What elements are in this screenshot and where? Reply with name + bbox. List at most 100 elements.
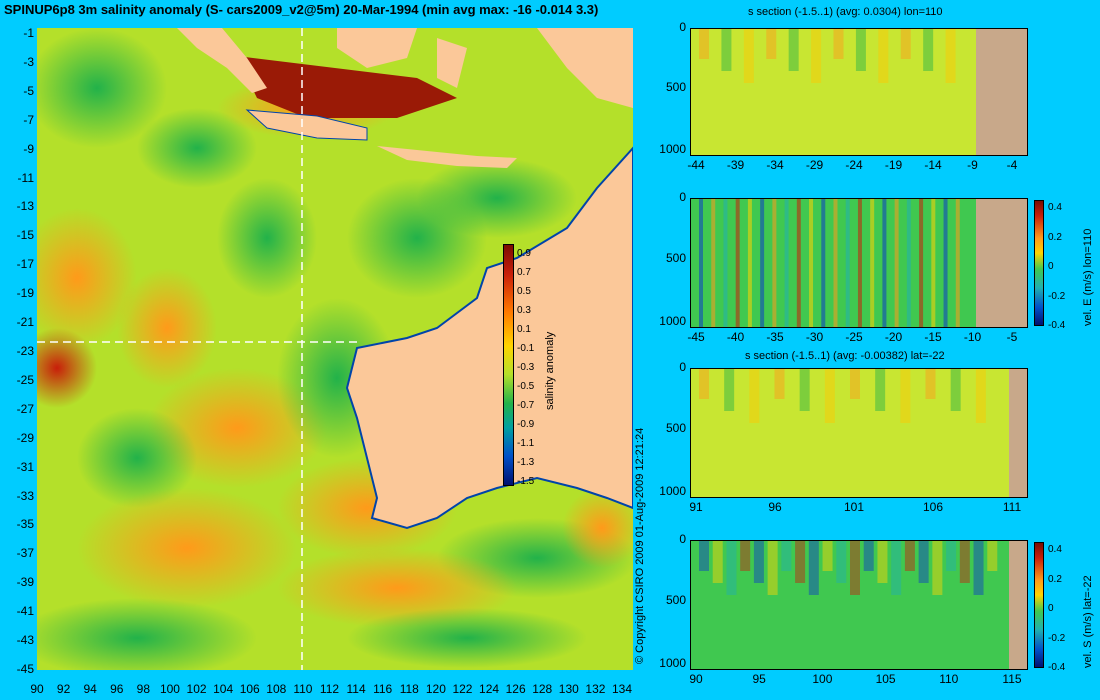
panel-x-tick: -35: [766, 330, 784, 344]
panel-streak: [821, 199, 826, 327]
map-y-tick: -27: [16, 401, 34, 416]
panel-streak: [753, 541, 764, 583]
panel-colorbar-tick: 0: [1048, 261, 1054, 272]
map-y-tick: -9: [23, 141, 34, 156]
panel-x-tick: -44: [687, 158, 705, 172]
panel-x-tick: -29: [805, 158, 824, 172]
map-y-tick: -37: [16, 546, 34, 561]
panel-streak: [711, 199, 716, 327]
map-y-tick: -33: [16, 488, 34, 503]
java-land: [245, 109, 368, 141]
panel-y-tick: 0: [679, 360, 686, 374]
map-x-tick: 116: [373, 682, 393, 696]
map-colorbar-tick: -1.1: [517, 438, 535, 449]
section-panel[interactable]: [690, 540, 1028, 670]
panel-subtitle: s section (-1.5..1) (avg: 0.0304) lon=11…: [748, 6, 943, 18]
map-y-tick: -39: [16, 575, 34, 590]
copyright: © Copyright CSIRO 2009 01-Aug-2009 12:21…: [634, 427, 646, 664]
panel-streak: [836, 541, 847, 583]
map-x-tick: 92: [56, 682, 71, 696]
high-salinity-patch: [237, 56, 457, 118]
panel-streak: [891, 541, 902, 595]
panel-streak: [925, 369, 936, 399]
panel-land: [1009, 369, 1027, 497]
map-colorbar-tick: 0.3: [517, 305, 531, 316]
sumatra-land: [177, 28, 267, 93]
map-canvas: [37, 28, 633, 670]
lesser-sunda-land: [377, 146, 517, 168]
map-x-tick: 100: [159, 682, 180, 696]
panel-y-tick: 1000: [659, 313, 686, 328]
panel-x-tick: 91: [689, 500, 703, 514]
panel-streak: [788, 29, 799, 71]
section-panel[interactable]: [690, 368, 1028, 498]
panel-streak: [795, 541, 806, 583]
section-panel[interactable]: [690, 198, 1028, 328]
panel-streak: [918, 541, 929, 583]
panel-field: [691, 541, 1027, 669]
map-x-tick: 130: [558, 682, 579, 696]
panel-canvas: [691, 29, 1027, 155]
panel-x-tick: -34: [766, 158, 784, 172]
map-x-tick: 110: [293, 682, 313, 696]
map-y-tick: -35: [16, 517, 34, 532]
panel-streak: [882, 199, 887, 327]
panel-colorbar-tick: 0.2: [1048, 573, 1062, 585]
panel-streak: [904, 541, 915, 571]
map-x-tick: 118: [399, 682, 419, 696]
panel-colorbar-tick: 0.2: [1048, 231, 1062, 243]
panel-colorbar-tick: 0.4: [1048, 202, 1062, 213]
panel-x-tick: -9: [967, 158, 978, 172]
panel-field: [691, 29, 1027, 155]
panel-streak: [943, 199, 948, 327]
map-colorbar-tick: 0.9: [517, 248, 531, 259]
panel-x-tick: -20: [884, 330, 903, 344]
panel-streak: [850, 369, 860, 399]
panel-y-tick: 1000: [659, 655, 686, 670]
panel-streak: [900, 29, 911, 59]
panel-x-tick: -40: [726, 330, 745, 344]
panel-x-tick: 105: [875, 672, 896, 686]
panel-streak: [712, 541, 723, 583]
panel-streak: [923, 29, 934, 71]
map-y-tick: -23: [16, 344, 34, 358]
panel-x-tick: 90: [689, 672, 703, 686]
panel-colorbar: [1034, 200, 1044, 326]
panel-y-tick: 0: [679, 532, 686, 546]
panel-streak: [870, 199, 875, 327]
panel-streak: [749, 369, 760, 423]
panel-streak: [781, 541, 792, 571]
panel-y-tick: 500: [665, 593, 686, 608]
sulawesi-land: [437, 38, 467, 88]
map-x-tick: 134: [611, 682, 633, 696]
panel-streak: [906, 199, 911, 327]
map-x-tick: 96: [110, 682, 124, 696]
panel-streak: [850, 541, 860, 595]
panel-streak: [743, 29, 754, 83]
panel-streak: [932, 541, 943, 595]
panel-x-tick: 101: [843, 500, 865, 514]
panel-streak: [950, 369, 961, 411]
australia-land: [345, 146, 633, 530]
panel-x-tick: -19: [884, 158, 903, 172]
map-colorbar-tick: -0.5: [517, 381, 535, 392]
map-colorbar-tick: 0.1: [517, 324, 531, 335]
map-x-tick: 104: [213, 682, 234, 696]
map-x-tick: 126: [505, 682, 526, 696]
panel-colorbar-tick: 0: [1048, 603, 1054, 614]
map-colorbar-tick: 0.7: [517, 267, 531, 278]
section-panel[interactable]: [690, 28, 1028, 156]
panel-x-tick: 115: [1002, 672, 1022, 686]
map-colorbar-tick: -0.9: [517, 419, 535, 430]
panel-streak: [863, 541, 874, 571]
panel-streak: [894, 199, 899, 327]
panel-colorbar-tick: -0.4: [1048, 320, 1066, 331]
panel-x-tick: -10: [963, 330, 982, 344]
panel-streak: [833, 29, 844, 59]
salinity-map[interactable]: [37, 28, 633, 670]
panel-y-tick: 1000: [659, 483, 686, 498]
panel-streak: [799, 369, 810, 411]
map-x-tick: 124: [479, 682, 500, 696]
panel-streak: [766, 29, 777, 59]
map-colorbar-tick: -0.1: [517, 343, 535, 354]
